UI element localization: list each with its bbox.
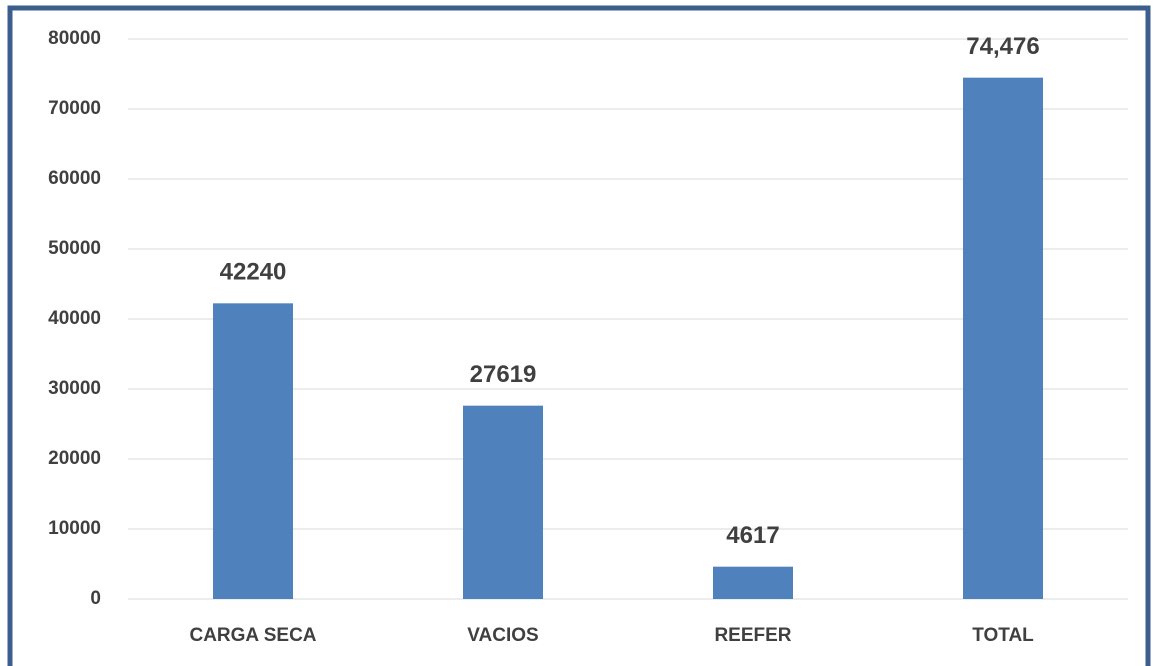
value-label: 74,476 bbox=[966, 33, 1039, 60]
x-tick-label: TOTAL bbox=[972, 625, 1034, 646]
y-tick-label: 60000 bbox=[48, 168, 101, 189]
y-tick-label: 80000 bbox=[48, 28, 101, 49]
value-label: 42240 bbox=[220, 259, 287, 286]
value-label: 4617 bbox=[726, 522, 779, 549]
y-tick-label: 10000 bbox=[48, 518, 101, 539]
bar bbox=[963, 77, 1043, 600]
bar bbox=[463, 405, 543, 599]
y-tick-label: 0 bbox=[90, 588, 101, 609]
y-tick-label: 70000 bbox=[48, 98, 101, 119]
bar bbox=[713, 566, 793, 599]
x-tick-label: CARGA SECA bbox=[189, 625, 316, 646]
value-label: 27619 bbox=[470, 361, 537, 388]
x-tick-label: VACIOS bbox=[467, 625, 538, 646]
frame bbox=[7, 5, 1151, 666]
y-tick-label: 40000 bbox=[48, 308, 101, 329]
y-tick-label: 30000 bbox=[48, 378, 101, 399]
bar bbox=[213, 303, 293, 599]
y-tick-label: 50000 bbox=[48, 238, 101, 259]
y-tick-label: 20000 bbox=[48, 448, 101, 469]
x-tick-label: REEFER bbox=[714, 625, 791, 646]
